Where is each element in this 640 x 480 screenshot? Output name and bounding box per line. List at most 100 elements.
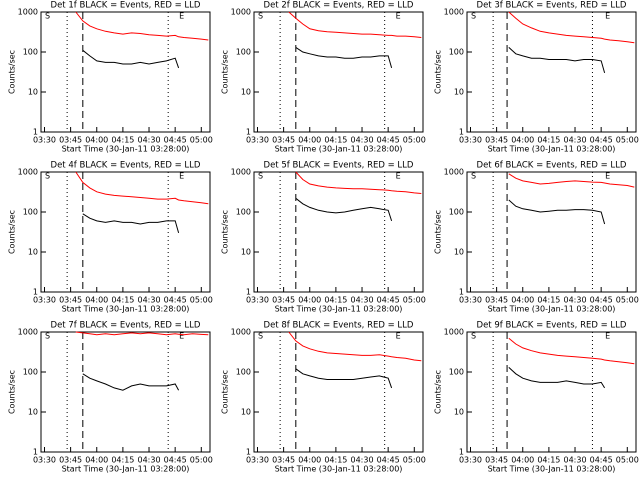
y-tick-label: 1000 [444,168,464,177]
y-tick-label: 100 [449,208,464,217]
series-line [82,373,180,391]
x-tick-label: 04:15 [537,296,560,305]
x-tick-label: 04:30 [137,456,160,465]
y-tick-label: 1000 [18,328,38,337]
x-axis-label: Start Time (30-Jan-11 03:28:00) [488,145,616,154]
y-tick-label: 10 [454,248,464,257]
x-tick-label: 04:00 [511,136,534,145]
plot-frame [40,171,211,293]
annotation: E [179,172,184,181]
annotation: S [45,172,50,181]
y-tick-label: 1 [246,448,251,457]
series-line [75,171,209,205]
x-tick-label: 04:30 [563,456,586,465]
x-tick-label: 03:30 [33,456,56,465]
y-tick-label: 10 [28,88,38,97]
x-tick-label: 04:15 [324,296,347,305]
plot-frame [466,171,637,293]
x-tick-label: 04:00 [85,136,108,145]
y-axis-label: Counts/sec [434,370,443,414]
series-line [508,173,635,188]
y-tick-label: 100 [23,48,38,57]
y-tick-label: 100 [23,368,38,377]
x-tick-label: 03:45 [272,456,295,465]
series-line [75,11,209,41]
x-tick-label: 04:30 [350,296,373,305]
x-tick-label: 03:45 [485,456,508,465]
x-tick-label: 04:15 [111,296,134,305]
y-axis-label: Counts/sec [8,50,17,94]
x-tick-label: 04:30 [350,136,373,145]
x-tick-label: 05:00 [616,136,639,145]
chart-title: Det 4f BLACK = Events, RED = LLD [51,161,201,171]
x-axis-label: Start Time (30-Jan-11 03:28:00) [62,305,190,314]
x-tick-label: 03:30 [459,136,482,145]
plot-frame [466,11,637,133]
y-tick-label: 1000 [231,168,251,177]
y-tick-label: 1 [459,288,464,297]
x-tick-label: 04:00 [85,296,108,305]
series-line [295,197,393,222]
y-tick-label: 1000 [444,328,464,337]
x-tick-label: 04:45 [377,456,400,465]
y-tick-label: 10 [241,88,251,97]
x-axis-label: Start Time (30-Jan-11 03:28:00) [275,465,403,474]
y-tick-label: 1000 [18,168,38,177]
x-tick-label: 04:45 [164,296,187,305]
y-tick-label: 1 [33,448,38,457]
annotation: S [45,332,50,341]
plot-frame [253,331,424,453]
y-axis-label: Counts/sec [8,370,17,414]
y-tick-label: 1000 [231,8,251,17]
x-tick-label: 04:45 [164,456,187,465]
x-tick-label: 04:00 [298,456,321,465]
x-tick-label: 05:00 [403,456,426,465]
series-line [508,199,606,225]
chart-title: Det 2f BLACK = Events, RED = LLD [264,1,414,11]
series-line [295,368,393,389]
series-line [82,213,180,234]
plot-frame [40,11,211,133]
plot-frame [253,11,424,133]
y-tick-label: 100 [236,48,251,57]
series-line [75,331,209,336]
series-line [508,11,635,44]
annotation: E [605,12,610,21]
x-tick-label: 03:45 [485,136,508,145]
y-tick-label: 10 [454,408,464,417]
annotation: E [605,332,610,341]
x-tick-label: 04:30 [563,296,586,305]
x-axis-label: Start Time (30-Jan-11 03:28:00) [488,305,616,314]
y-axis-label: Counts/sec [221,50,230,94]
chart-title: Det 9f BLACK = Events, RED = LLD [477,321,627,331]
x-tick-label: 03:45 [59,136,82,145]
annotation: S [45,12,50,21]
x-axis-label: Start Time (30-Jan-11 03:28:00) [275,145,403,154]
x-axis-label: Start Time (30-Jan-11 03:28:00) [62,465,190,474]
x-tick-label: 04:00 [511,296,534,305]
x-tick-label: 04:15 [111,136,134,145]
annotation: E [396,172,401,181]
x-tick-label: 04:00 [298,296,321,305]
y-tick-label: 1 [246,288,251,297]
y-tick-label: 1000 [18,8,38,17]
series-line [508,367,606,389]
x-axis-label: Start Time (30-Jan-11 03:28:00) [275,305,403,314]
x-tick-label: 03:30 [33,136,56,145]
x-tick-label: 04:45 [590,296,613,305]
x-tick-label: 03:45 [272,296,295,305]
x-tick-label: 05:00 [190,296,213,305]
y-axis-label: Counts/sec [221,370,230,414]
chart-title: Det 1f BLACK = Events, RED = LLD [51,1,201,11]
y-tick-label: 10 [241,248,251,257]
y-tick-label: 10 [241,408,251,417]
x-tick-label: 04:15 [111,456,134,465]
y-tick-label: 10 [28,408,38,417]
x-axis-label: Start Time (30-Jan-11 03:28:00) [488,465,616,474]
x-tick-label: 04:45 [590,456,613,465]
annotation: E [396,332,401,341]
x-tick-label: 03:45 [485,296,508,305]
y-tick-label: 1 [33,288,38,297]
series-line [295,46,393,69]
